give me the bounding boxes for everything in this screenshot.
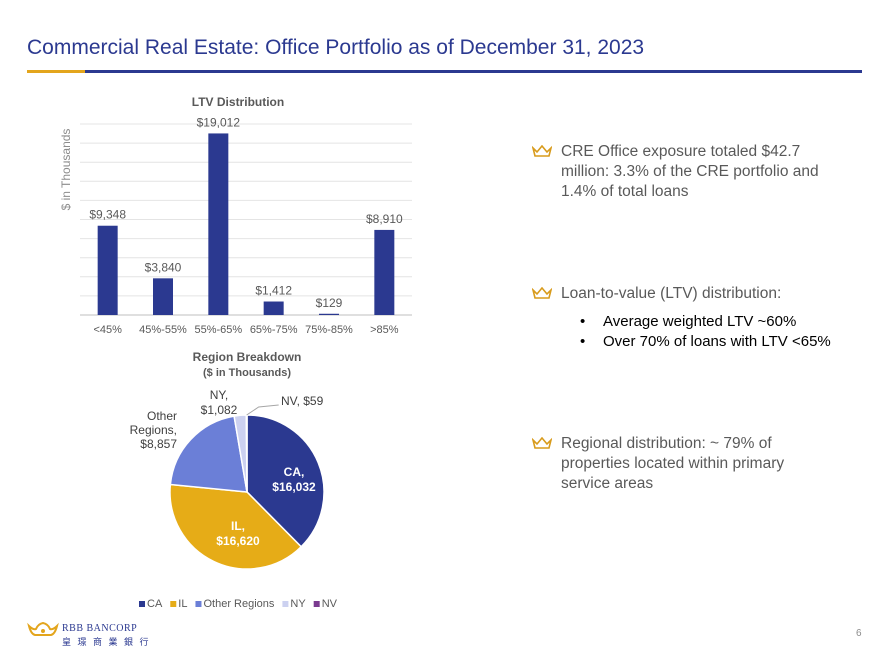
rbb-logo-icon bbox=[27, 622, 59, 636]
pie-data-label: NY, $1,082 bbox=[201, 388, 238, 417]
logo-wordmark: RBB BANCORP bbox=[62, 623, 138, 634]
bar-data-label: $19,012 bbox=[197, 115, 241, 129]
logo-chinese-name: 皇 璟 商 業 銀 行 bbox=[62, 637, 151, 647]
y-axis-label: $ in Thousands bbox=[59, 129, 73, 211]
sub-bullet-text: Average weighted LTV ~60% bbox=[603, 313, 797, 330]
bullet-text: Loan-to-value (LTV) distribution: bbox=[561, 285, 782, 302]
page-title: Commercial Real Estate: Office Portfolio… bbox=[27, 36, 645, 59]
pie-data-label: Other Regions, $8,857 bbox=[130, 409, 178, 451]
pie-slice bbox=[246, 414, 325, 548]
bar bbox=[153, 278, 173, 315]
legend-entry: Other Regions bbox=[203, 598, 274, 610]
pie-slice bbox=[169, 483, 303, 570]
bar bbox=[97, 225, 118, 315]
x-tick-label: 45%-55% bbox=[139, 324, 187, 336]
legend-entry: IL bbox=[178, 598, 187, 610]
bullet-dot: • bbox=[580, 313, 586, 330]
legend-swatch bbox=[313, 601, 320, 607]
x-tick-label: 65%-75% bbox=[250, 324, 298, 336]
legend-swatch bbox=[195, 601, 202, 607]
page-number: 6 bbox=[856, 628, 862, 639]
x-tick-label: <45% bbox=[93, 324, 122, 336]
pie-data-label: IL, $16,620 bbox=[216, 519, 260, 548]
bar-chart-title: LTV Distribution bbox=[192, 95, 284, 109]
bar-data-label: $9,348 bbox=[89, 208, 126, 222]
x-tick-label: 55%-65% bbox=[194, 324, 242, 336]
bullet-text: CRE Office exposure totaled $42.7 millio… bbox=[561, 143, 819, 200]
legend-swatch bbox=[139, 601, 145, 607]
bar-data-label: $8,910 bbox=[366, 212, 403, 226]
legend-swatch bbox=[170, 601, 177, 607]
bullet-dot: • bbox=[580, 333, 586, 350]
legend-entry: NY bbox=[290, 598, 306, 610]
pie-chart-subtitle: ($ in Thousands) bbox=[203, 367, 291, 379]
legend-entry: NV bbox=[322, 598, 338, 610]
bar bbox=[374, 229, 395, 315]
crown-icon bbox=[532, 287, 552, 299]
pie-data-label: NV, $59 bbox=[281, 394, 324, 408]
bar-data-label: $1,412 bbox=[255, 284, 292, 298]
pie-slice bbox=[245, 414, 248, 493]
pie-data-label: CA, $16,032 bbox=[272, 465, 316, 494]
bar-data-label: $3,840 bbox=[145, 260, 182, 274]
x-tick-label: >85% bbox=[370, 324, 399, 336]
sub-bullet-text: Over 70% of loans with LTV <65% bbox=[603, 333, 831, 350]
title-rule-navy bbox=[85, 70, 862, 73]
bar bbox=[263, 301, 284, 315]
pie-chart-title: Region Breakdown bbox=[193, 350, 302, 364]
bar bbox=[208, 133, 229, 315]
bullet-text: Regional distribution: ~ 79% of properti… bbox=[561, 435, 785, 492]
pie-slice bbox=[169, 415, 248, 493]
bar-data-label: $129 bbox=[316, 296, 343, 310]
leader-line bbox=[246, 404, 279, 416]
bar bbox=[319, 313, 339, 315]
crown-icon bbox=[532, 145, 552, 157]
legend-entry: CA bbox=[147, 598, 163, 610]
x-tick-label: 75%-85% bbox=[305, 324, 353, 336]
crown-icon bbox=[532, 437, 552, 449]
legend-swatch bbox=[282, 601, 289, 607]
title-rule-gold bbox=[27, 70, 85, 73]
